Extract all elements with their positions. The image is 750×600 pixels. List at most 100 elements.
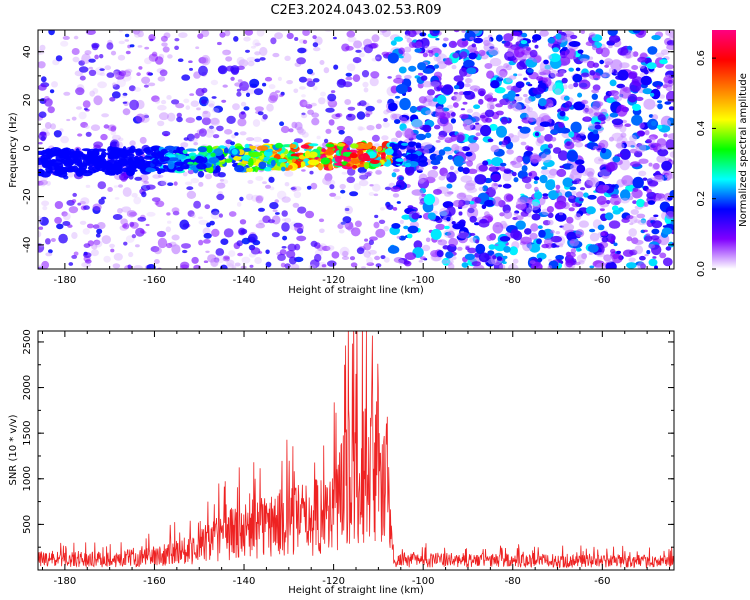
spectrogram-cell	[488, 166, 499, 173]
spectrogram-cell	[361, 70, 370, 78]
spectrogram-cell	[299, 86, 306, 90]
spectrogram-cell	[524, 97, 532, 104]
spectrogram-cell	[547, 265, 553, 269]
spectrogram-cell	[83, 252, 92, 258]
spectrogram-cell	[94, 240, 103, 248]
spectrogram-band-cell	[92, 148, 100, 157]
spectrogram-cell	[595, 263, 606, 269]
spectrogram-cell	[538, 229, 546, 238]
spectrogram-cell	[45, 238, 51, 245]
spectrogram-band-cell	[76, 162, 89, 168]
spectrogram-cell	[41, 260, 50, 269]
spectrogram-cell	[609, 63, 615, 68]
spectrogram-cell	[117, 54, 126, 61]
spectrogram-band-cell	[185, 148, 197, 152]
spectrogram-cell	[566, 231, 577, 241]
spectrogram-cell	[137, 30, 144, 38]
spectrogram-band-cell	[328, 163, 333, 171]
spectrogram-cell	[92, 88, 99, 94]
spectrogram-cell	[478, 252, 490, 263]
spectrogram-cell	[480, 124, 492, 137]
spectrogram-cell	[290, 187, 296, 190]
spectrogram-cell	[327, 99, 338, 108]
spectrogram-cell	[71, 199, 77, 203]
spectrogram-cell	[406, 86, 412, 93]
spectrogram-cell	[626, 215, 634, 220]
spectrogram-cell	[406, 233, 413, 239]
spectrogram-band-cell	[241, 160, 249, 165]
spectrogram-cell	[204, 204, 211, 210]
spectrogram-cell	[185, 105, 191, 110]
spectrogram-cell	[520, 141, 527, 146]
spectrogram-cell	[186, 190, 197, 199]
spectrogram-cell	[645, 139, 652, 144]
spectrogram-cell	[435, 223, 446, 231]
spectrogram-cell	[576, 164, 586, 174]
spectrogram-cell	[58, 233, 68, 244]
snr-x-tick-label: -100	[412, 576, 435, 587]
spectrogram-cell	[500, 162, 507, 167]
spectrogram-cell	[95, 233, 101, 238]
spectrogram-cell	[301, 169, 306, 172]
spectrogram-cell	[552, 82, 565, 95]
spectrogram-cell	[573, 101, 585, 111]
spectrogram-band-cell	[258, 161, 267, 170]
spectrogram-cell	[433, 55, 442, 62]
spectrogram-cell	[103, 255, 111, 263]
spectrogram-cell	[85, 131, 92, 137]
spectrogram-cell	[489, 104, 495, 110]
spectrogram-cell	[579, 198, 584, 202]
spectrogram-cell	[527, 68, 534, 73]
spectrogram-cell	[550, 235, 562, 243]
spectrogram-cell	[296, 227, 304, 234]
spectrogram-cell	[499, 264, 506, 269]
spectrogram-cell	[531, 199, 541, 207]
spectrogram-cell	[509, 246, 518, 256]
spectrogram-cell	[91, 244, 98, 250]
spectrogram-cell	[249, 78, 260, 88]
spectrogram-cell	[220, 179, 229, 185]
spectrogram-cell	[284, 182, 290, 187]
spectrogram-cell	[370, 71, 380, 79]
spectrogram-cell	[455, 132, 466, 142]
spectrogram-cell	[155, 56, 164, 65]
spectrogram-cell	[669, 31, 674, 39]
spectrogram-cell	[226, 259, 235, 267]
spectrogram-cell	[631, 65, 639, 70]
spectrogram-cell	[404, 128, 415, 140]
spectrogram-cell	[118, 70, 127, 76]
spectrogram-band-cell	[163, 164, 168, 169]
spectrogram-band-cell	[213, 148, 224, 157]
spectrogram-cell	[544, 134, 553, 142]
spectrogram-cell	[645, 233, 651, 237]
spectrogram-cell	[205, 173, 212, 180]
spectrogram-cell	[588, 252, 593, 255]
spectrogram-cell	[171, 207, 180, 214]
spectrogram-cell	[664, 74, 669, 79]
spectrogram-cell	[512, 57, 518, 63]
spectrogram-cell	[643, 201, 649, 207]
spectrogram-cell	[585, 206, 596, 215]
spectrogram-cell	[338, 130, 345, 135]
spectrogram-cell	[110, 129, 117, 136]
spectrogram-cell	[427, 169, 439, 179]
spectrogram-cell	[612, 156, 621, 163]
spectrogram-cell	[396, 201, 401, 204]
spectrogram-cell	[219, 31, 226, 38]
spectrogram-cell	[92, 224, 100, 229]
spectrogram-cell	[506, 52, 514, 57]
spectrogram-cell	[529, 153, 540, 164]
spectrogram-cell	[579, 131, 586, 136]
spectrogram-cell	[467, 168, 478, 174]
spectrogram-cell	[301, 112, 306, 116]
spectrogram-cell	[253, 136, 262, 142]
spectrogram-cell	[290, 263, 300, 269]
spectrogram-cell	[142, 113, 149, 119]
spectrogram-cell	[447, 230, 455, 239]
spectrogram-cell	[488, 53, 494, 58]
spectrogram-cell	[209, 117, 220, 125]
spectrogram-cell	[179, 219, 190, 230]
spectrogram-cell	[245, 92, 251, 98]
spectrogram-cell	[139, 136, 147, 144]
spectrogram-cell	[511, 31, 521, 37]
